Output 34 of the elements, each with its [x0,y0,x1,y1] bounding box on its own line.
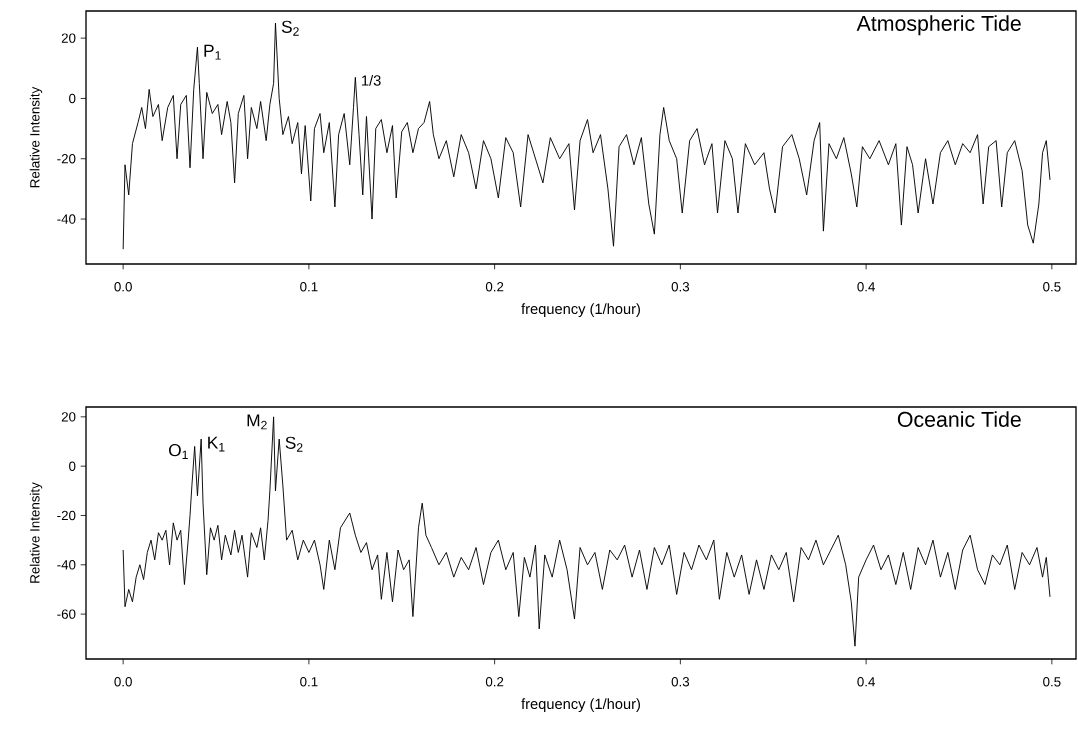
y-tick-label: -40 [57,214,76,224]
annotation: 1/3 [362,74,381,86]
annotation: P$_{1}$ [204,44,221,60]
y-axis-title: Relative Intensity [29,482,43,583]
annotation: O$_{1}$ [168,444,188,459]
x-tick-label: 0.0 [114,677,132,687]
y-axis-title: Relative Intensity [29,86,43,188]
annotation: S$_{2}$ [285,436,303,452]
y-tick-label: 20 [61,412,76,422]
y-tick-label: -20 [57,154,76,164]
y-tick-label: 20 [61,33,76,43]
x-tick-label: 0.1 [300,282,318,292]
annotation: S$_{2}$ [281,20,299,36]
annotation: K$_{1}$ [208,436,225,452]
x-tick-label: 0.1 [300,677,318,687]
chart-title: Atmospheric Tide [856,15,1021,36]
x-axis-title: frequency (1/hour) [521,698,640,712]
y-tick-label: -20 [57,510,76,521]
x-tick-label: 0.4 [857,282,875,292]
x-tick-label: 0.2 [485,677,504,687]
y-tick-label: 0 [69,461,76,471]
x-tick-label: 0.5 [1043,282,1061,292]
x-axis-title: frequency (1/hour) [521,303,640,317]
chart-title: Oceanic Tide [897,411,1021,427]
x-tick-label: 0.3 [671,282,690,292]
y-tick-label: -40 [57,560,76,570]
y-tick-label: -60 [57,609,76,619]
annotation: M$_{2}$ [247,414,267,430]
x-tick-label: 0.0 [114,282,132,292]
x-tick-label: 0.3 [671,677,690,687]
y-tick-label: 0 [69,93,76,104]
x-tick-label: 0.5 [1043,677,1061,687]
x-tick-label: 0.2 [485,282,504,292]
x-tick-label: 0.4 [857,677,875,687]
